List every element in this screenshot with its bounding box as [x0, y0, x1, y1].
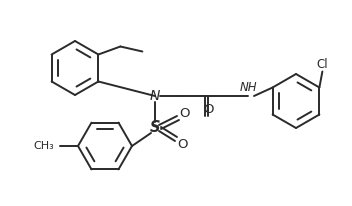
Text: O: O [180, 107, 190, 119]
Text: O: O [178, 137, 188, 151]
Text: N: N [150, 89, 160, 103]
Text: Cl: Cl [316, 58, 328, 71]
Text: CH₃: CH₃ [33, 141, 54, 151]
Text: O: O [203, 103, 213, 116]
Text: NH: NH [239, 81, 257, 94]
Text: S: S [150, 121, 160, 136]
